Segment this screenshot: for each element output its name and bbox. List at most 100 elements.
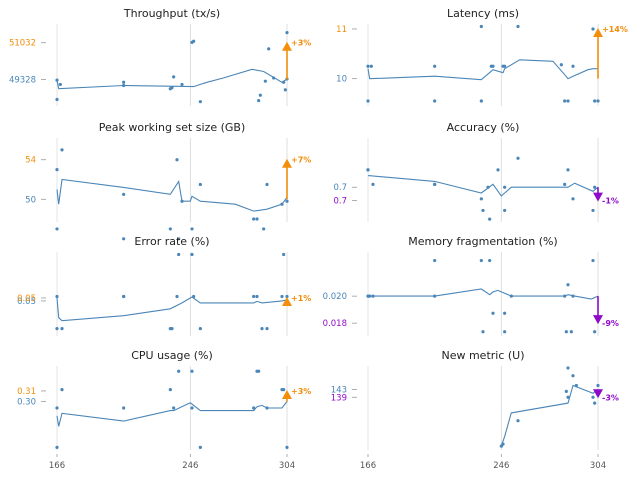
data-point [252, 217, 256, 221]
data-point [503, 311, 507, 315]
data-point [491, 64, 495, 68]
data-point [60, 326, 64, 331]
data-point [190, 227, 194, 231]
data-point [285, 31, 289, 35]
data-point [190, 369, 194, 373]
data-point [366, 64, 370, 68]
data-point [371, 182, 375, 186]
data-point [566, 99, 570, 103]
data-point [563, 182, 567, 186]
data-point [496, 168, 500, 172]
data-point [177, 237, 181, 241]
panel-4: Accuracy (%) 0.7 0.7 -1% [333, 121, 619, 222]
y-tick-label-target: 51032 [9, 39, 36, 49]
data-point [481, 208, 485, 213]
y-tick-label-target: 11 [336, 25, 347, 35]
change-arrow-head [593, 315, 603, 325]
panel-5: Error rate (%)0.050.05 +1% [17, 235, 311, 336]
data-point [58, 82, 62, 87]
change-label: +3% [291, 387, 311, 396]
y-tick-label-target: 139 [331, 393, 347, 403]
panel-3: Peak working set size (GB) 50 54 +7% [25, 121, 311, 241]
data-point [596, 383, 600, 388]
data-point [516, 419, 520, 423]
panel-title: CPU usage (%) [131, 349, 213, 362]
change-label: +3% [291, 39, 311, 48]
data-point [122, 80, 126, 84]
data-point [571, 374, 575, 378]
data-point [285, 294, 289, 299]
data-point [60, 148, 64, 152]
panel-6: Memory fragmentation (%) 0.020 0.018 -9% [323, 235, 619, 336]
series-line [367, 59, 598, 81]
data-point [177, 369, 181, 373]
data-point [285, 199, 289, 203]
data-point [168, 227, 172, 231]
data-point [122, 406, 126, 410]
change-label: +14% [602, 25, 628, 34]
data-point [122, 237, 126, 241]
data-point [569, 330, 573, 334]
y-tick-label-base: 0.020 [323, 292, 347, 302]
change-arrow-head [282, 41, 292, 51]
data-point [563, 99, 567, 103]
data-point [170, 326, 174, 331]
data-point [190, 406, 194, 410]
data-point [285, 445, 289, 449]
y-tick-label-target: 0.05 [17, 294, 36, 304]
data-point [255, 217, 259, 221]
data-point [282, 388, 286, 392]
data-point [55, 227, 59, 231]
panel-title: Error rate (%) [134, 235, 209, 248]
data-point [175, 158, 179, 162]
data-point [175, 294, 179, 299]
change-label: +1% [291, 294, 311, 303]
data-point [479, 258, 483, 263]
data-point [481, 330, 485, 334]
y-tick-label-base: 143 [331, 385, 347, 395]
data-point [172, 406, 176, 410]
data-point [198, 100, 202, 104]
data-point [593, 401, 597, 405]
change-arrow-head [282, 158, 292, 168]
y-tick-label-base: 50 [25, 195, 36, 205]
data-point [55, 326, 59, 331]
panel-title: Latency (ms) [447, 7, 519, 20]
y-tick-label-target: 0.018 [323, 319, 347, 329]
series-line [500, 384, 599, 447]
data-point [177, 252, 181, 257]
data-point [257, 369, 261, 373]
data-point [280, 294, 284, 299]
data-point [252, 294, 256, 299]
data-point [596, 99, 600, 103]
data-point [433, 99, 437, 103]
data-point [491, 311, 495, 315]
data-point [192, 39, 196, 43]
data-point [479, 99, 483, 103]
data-point [122, 294, 126, 299]
data-point [571, 64, 575, 68]
change-label: -9% [602, 319, 619, 328]
data-point [122, 192, 126, 196]
data-point [198, 326, 202, 331]
data-point [366, 168, 370, 172]
data-point [168, 388, 172, 392]
y-tick-label-base: 49328 [9, 76, 36, 86]
data-point [503, 330, 507, 334]
series-line [56, 178, 288, 212]
data-point [593, 185, 597, 189]
change-arrow-head [282, 296, 292, 306]
data-point [255, 294, 259, 299]
data-point [503, 208, 507, 213]
y-tick-label-base: 0.30 [17, 397, 36, 407]
data-point [503, 185, 507, 189]
data-point [479, 197, 483, 201]
series-line [56, 401, 288, 427]
data-point [433, 182, 437, 186]
data-point [55, 445, 59, 449]
y-tick-label-base: 10 [336, 75, 347, 85]
data-point [591, 395, 595, 399]
data-point [265, 326, 269, 331]
